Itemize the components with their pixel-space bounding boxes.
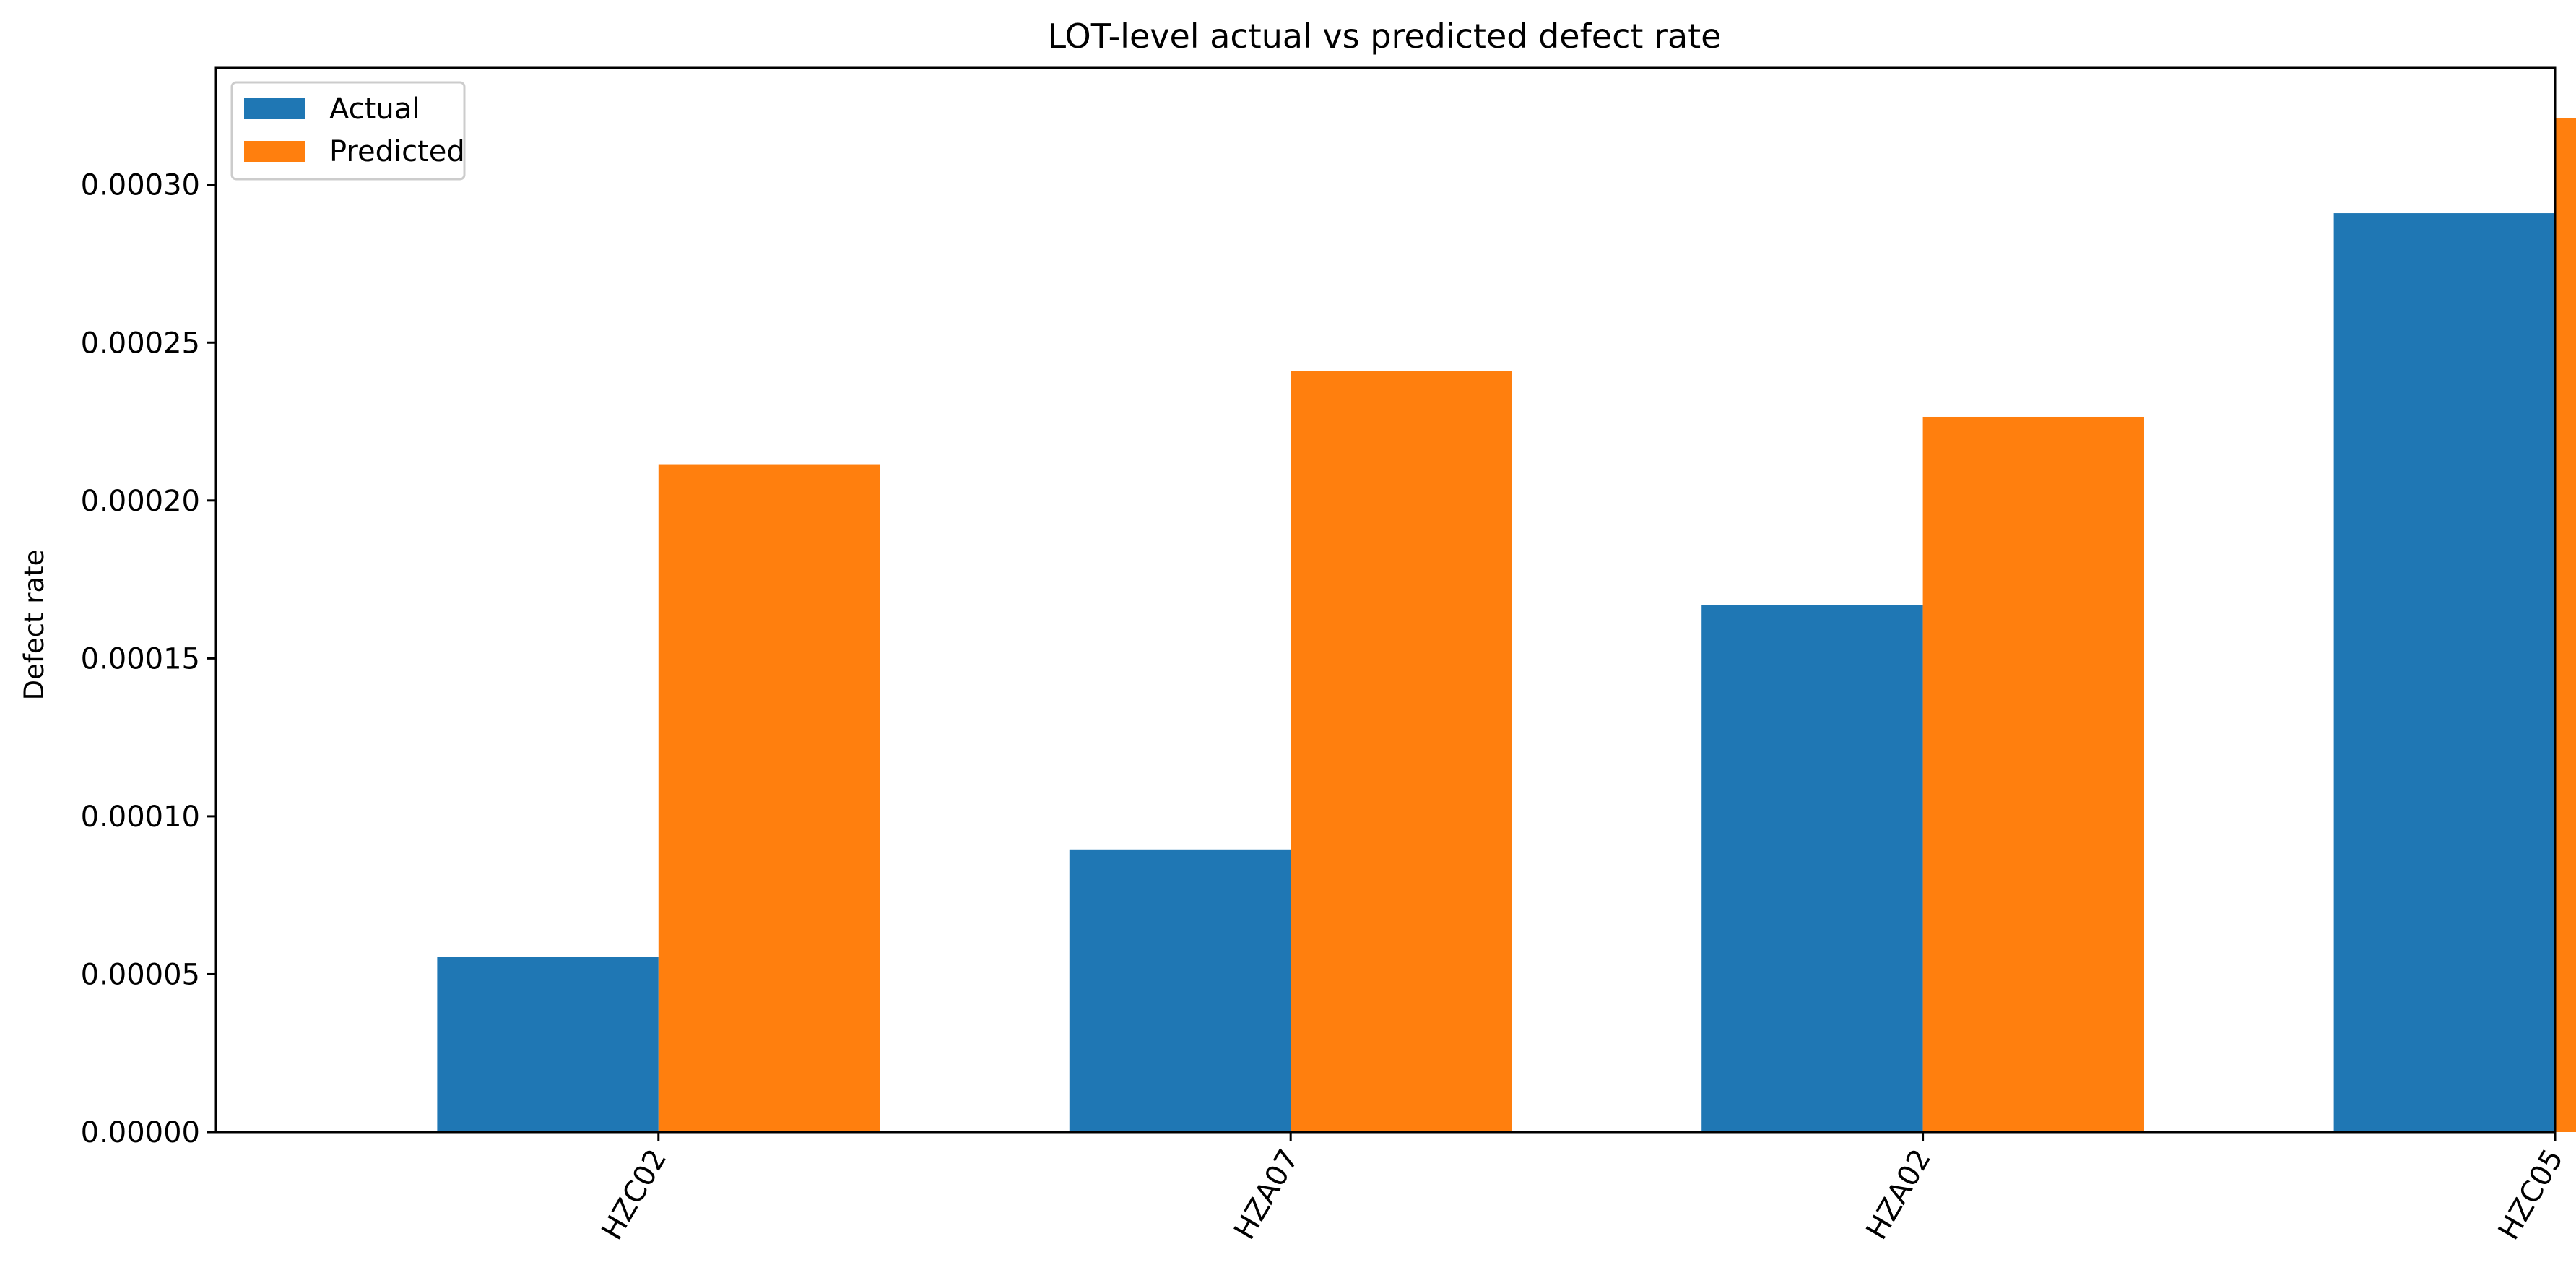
legend-label-predicted: Predicted [329, 135, 465, 168]
x-tick-label: HZA07 [1228, 1144, 1306, 1245]
y-tick-label: 0.00010 [81, 800, 200, 834]
x-tick-label: HZC02 [595, 1144, 673, 1245]
x-tick-label: HZC05 [2492, 1144, 2570, 1245]
y-tick-label: 0.00015 [81, 642, 200, 675]
bar-actual-hza07 [1069, 849, 1291, 1132]
chart-title: LOT-level actual vs predicted defect rat… [1048, 17, 1722, 56]
bar-actual-hza02 [1701, 605, 1923, 1132]
bars-layer [437, 118, 2576, 1133]
y-tick-label: 0.00030 [81, 169, 200, 202]
y-tick-label: 0.00025 [81, 327, 200, 360]
plot-frame [214, 66, 2557, 1134]
legend-swatch-predicted [244, 141, 305, 162]
legend-label-actual: Actual [329, 92, 420, 126]
y-axis-ticks: 0.00000 0.00005 0.00010 0.00015 0.00020 0.000… [81, 169, 216, 1149]
bar-actual-hzc05 [2333, 213, 2555, 1133]
legend: Actual Predicted [230, 81, 466, 181]
bar-predicted-hzc02 [658, 464, 880, 1132]
x-tick-label: HZA02 [1860, 1144, 1938, 1245]
y-tick-label: 0.00005 [81, 958, 200, 991]
y-tick-label: 0.00000 [81, 1116, 200, 1149]
bar-actual-hzc02 [437, 957, 659, 1132]
bar-predicted-hza07 [1291, 371, 1512, 1132]
bar-predicted-hzc05 [2555, 118, 2576, 1133]
y-axis-label: Defect rate [19, 550, 50, 701]
x-axis-ticks: HZC02 HZA07 HZA02 HZC05 [595, 1132, 2570, 1245]
y-tick-label: 0.00020 [81, 485, 200, 518]
legend-swatch-actual [244, 98, 305, 119]
bar-predicted-hza02 [1922, 416, 2144, 1132]
